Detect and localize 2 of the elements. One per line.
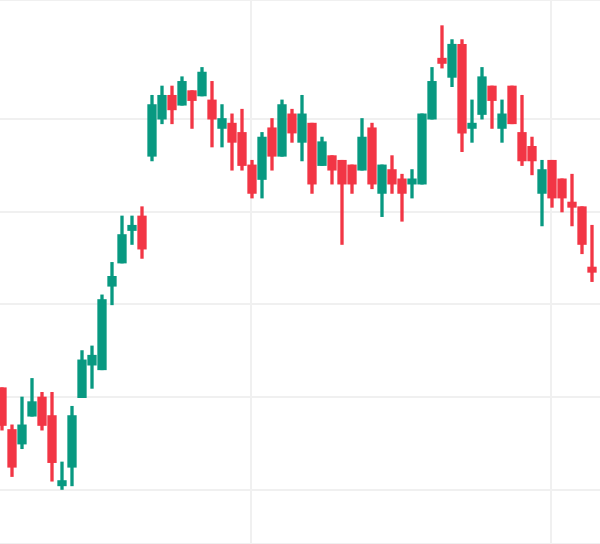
candlestick xyxy=(437,25,447,69)
candlestick xyxy=(217,104,227,148)
